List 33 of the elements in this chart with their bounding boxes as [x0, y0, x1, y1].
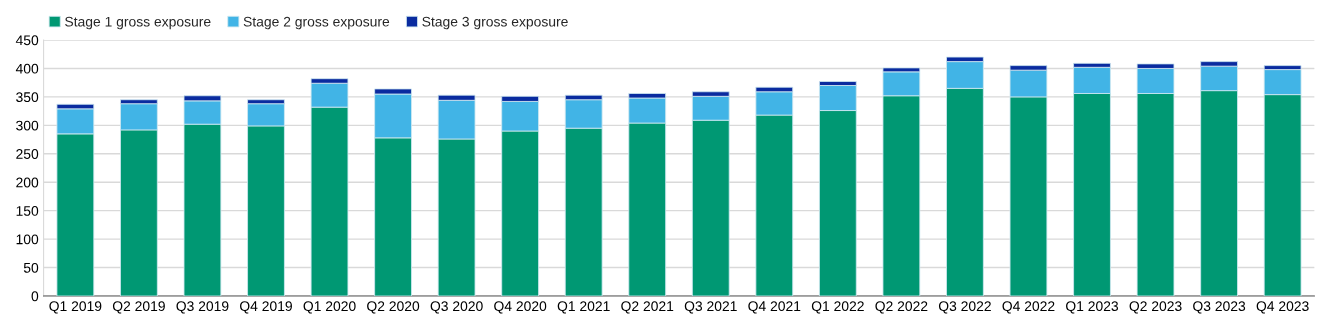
x-tick-label: Q1 2020 — [303, 301, 356, 314]
y-tick-label: 50 — [23, 262, 39, 273]
x-tick-label: Q2 2020 — [367, 301, 420, 314]
x-tick-label: Q4 2021 — [748, 301, 801, 314]
x-tick-label: Q1 2022 — [811, 301, 864, 314]
x-tick-label: Q2 2019 — [112, 301, 165, 314]
x-tick-label: Q4 2020 — [494, 301, 547, 314]
x-tick-label: Q4 2022 — [1002, 301, 1055, 314]
y-tick-label: 100 — [16, 234, 39, 245]
legend-label: Stage 3 gross exposure — [422, 16, 568, 30]
x-tick-label: Q3 2019 — [176, 301, 229, 314]
legend-label: Stage 1 gross exposure — [65, 16, 211, 30]
y-tick-label: 450 — [15, 35, 39, 46]
y-tick-label: 300 — [16, 120, 39, 131]
x-tick-label: Q2 2023 — [1129, 301, 1182, 314]
x-tick-label: Q1 2021 — [557, 301, 610, 314]
x-tick-label: Q3 2022 — [938, 301, 991, 314]
y-tick-label: 400 — [15, 63, 39, 74]
legend-label: Stage 2 gross exposure — [243, 16, 390, 30]
x-tick-label: Q3 2020 — [430, 301, 483, 314]
x-tick-label: Q2 2022 — [875, 301, 928, 314]
x-tick-label: Q1 2019 — [49, 301, 102, 314]
x-tick-label: Q3 2023 — [1193, 301, 1246, 314]
x-tick-label: Q3 2021 — [684, 301, 737, 314]
y-tick-label: 250 — [16, 149, 39, 159]
x-tick-label: Q4 2023 — [1256, 301, 1309, 314]
y-tick-label: 200 — [16, 177, 39, 188]
x-tick-label: Q1 2023 — [1066, 301, 1119, 314]
y-tick-label: 0 — [31, 291, 39, 302]
x-tick-label: Q4 2019 — [240, 301, 292, 314]
x-tick-label: Q2 2021 — [621, 301, 674, 314]
y-tick-label: 350 — [16, 92, 39, 103]
y-tick-label: 150 — [16, 206, 39, 216]
